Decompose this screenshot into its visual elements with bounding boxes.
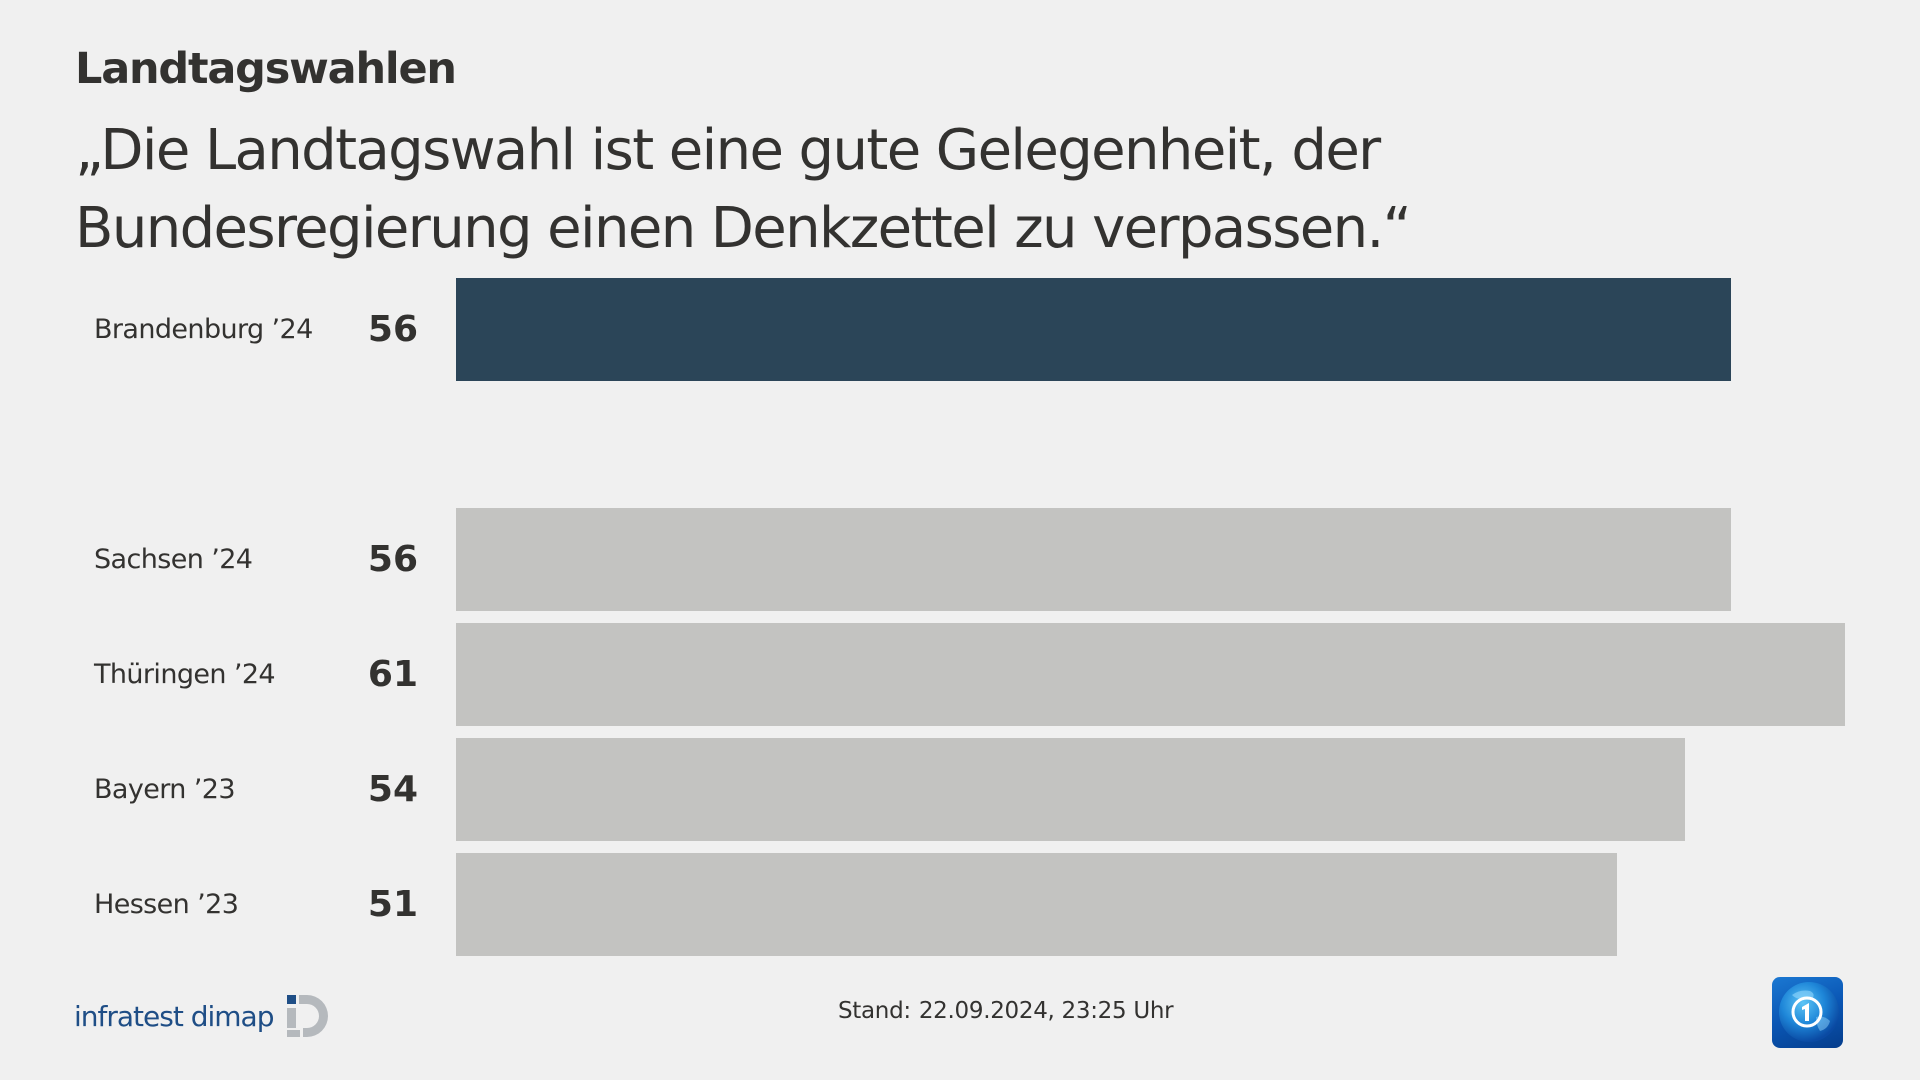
bar-row-thueringen: Thüringen ’24 61 <box>0 623 1920 726</box>
stand-label: Stand: <box>838 998 911 1024</box>
bar-label: Sachsen ’24 <box>94 544 253 575</box>
infratest-dimap-logo: infratest dimap <box>74 994 331 1038</box>
bar-label: Thüringen ’24 <box>94 659 276 690</box>
infratest-dimap-icon <box>287 995 329 1037</box>
bar <box>456 278 1731 381</box>
infratest-dimap-wordmark: infratest dimap <box>74 999 274 1033</box>
bar <box>456 623 1845 726</box>
bar-value: 51 <box>367 884 418 925</box>
bar-value: 56 <box>367 309 418 350</box>
bar-label: Brandenburg ’24 <box>94 314 313 345</box>
bar-label: Bayern ’23 <box>94 774 236 805</box>
bar-value: 61 <box>367 654 418 695</box>
headline-line-1: „Die Landtagswahl ist eine gute Gelegenh… <box>75 118 1381 183</box>
stand-value: 22.09.2024, 23:25 Uhr <box>918 998 1174 1024</box>
timestamp: Stand: 22.09.2024, 23:25 Uhr <box>838 998 1174 1024</box>
bar <box>456 508 1731 611</box>
globe-icon <box>1779 982 1839 1042</box>
bar-row-sachsen: Sachsen ’24 56 <box>0 508 1920 611</box>
headline-line-2: Bundesregierung einen Denkzettel zu verp… <box>75 196 1412 261</box>
bar <box>456 738 1685 841</box>
bar-row-hessen: Hessen ’23 51 <box>0 853 1920 956</box>
chart-headline: „Die Landtagswahl ist eine gute Gelegenh… <box>75 112 1575 268</box>
bar-value: 56 <box>367 539 418 580</box>
chart-kicker-title: Landtagswahlen <box>75 44 457 94</box>
bar-row-bayern: Bayern ’23 54 <box>0 738 1920 841</box>
bar-label: Hessen ’23 <box>94 889 239 920</box>
tagesschau-logo-icon <box>1772 977 1843 1048</box>
bar <box>456 853 1617 956</box>
bar-value: 54 <box>367 769 418 810</box>
bar-row-brandenburg: Brandenburg ’24 56 <box>0 278 1920 381</box>
